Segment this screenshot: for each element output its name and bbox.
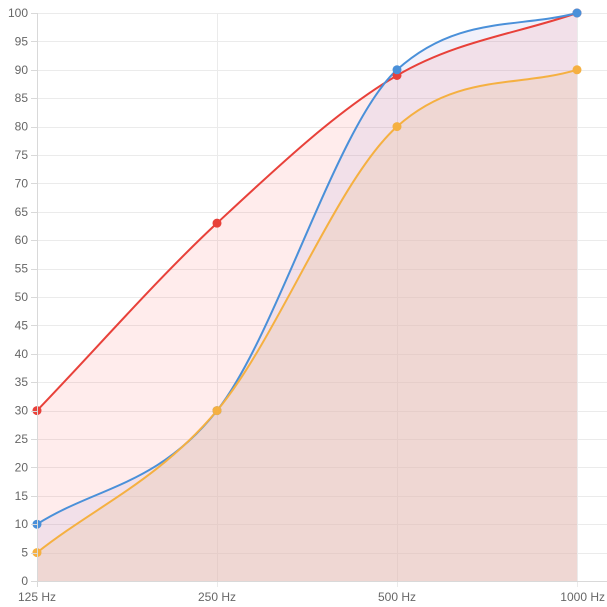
y-tick-label: 70 bbox=[15, 176, 29, 190]
x-tick-label: 1000 Hz bbox=[560, 590, 605, 604]
y-tick-label: 35 bbox=[15, 375, 29, 389]
series-1-line bbox=[36, 12, 578, 412]
y-tick-label: 15 bbox=[15, 489, 29, 503]
series-areas bbox=[37, 13, 577, 582]
series-3-point-2[interactable] bbox=[212, 406, 222, 416]
series-2-point-4[interactable] bbox=[572, 8, 582, 18]
y-tick-label: 55 bbox=[15, 262, 29, 276]
y-tick-label: 0 bbox=[21, 574, 28, 588]
series-2-area bbox=[37, 13, 577, 581]
axes: 0 5 10 15 20 25 30 35 40 45 50 55 60 65 70 75 80 85 90 95 10… bbox=[8, 6, 607, 604]
y-tick-label: 60 bbox=[15, 233, 29, 247]
y-tick-label: 90 bbox=[15, 63, 29, 77]
y-tick-label: 75 bbox=[15, 148, 29, 162]
series-lines bbox=[36, 12, 578, 554]
x-tick-label: 500 Hz bbox=[378, 590, 416, 604]
y-tick-label: 25 bbox=[15, 432, 29, 446]
y-tick-label: 85 bbox=[15, 91, 29, 105]
series-3-line bbox=[36, 68, 578, 554]
y-tick-label: 65 bbox=[15, 205, 29, 219]
y-tick-label: 5 bbox=[21, 546, 28, 560]
series-3-area bbox=[37, 69, 577, 582]
series-1-area bbox=[37, 13, 577, 581]
y-tick-label: 10 bbox=[15, 517, 29, 531]
series-2-point-3[interactable] bbox=[392, 65, 402, 75]
series-3-point-3[interactable] bbox=[392, 122, 402, 132]
y-tick-label: 30 bbox=[15, 404, 29, 418]
y-tick-label: 80 bbox=[15, 120, 29, 134]
series-1-point-2[interactable] bbox=[212, 218, 222, 228]
x-tick-label: 125 Hz bbox=[18, 590, 56, 604]
series-3-point-4[interactable] bbox=[572, 65, 582, 75]
y-tick-label: 45 bbox=[15, 318, 29, 332]
y-tick-label: 20 bbox=[15, 460, 29, 474]
y-tick-label: 40 bbox=[15, 347, 29, 361]
y-tick-label: 100 bbox=[8, 6, 28, 20]
series-2-line bbox=[36, 12, 578, 526]
y-tick-label: 95 bbox=[15, 34, 29, 48]
x-tick-label: 250 Hz bbox=[198, 590, 236, 604]
y-tick-label: 50 bbox=[15, 290, 29, 304]
